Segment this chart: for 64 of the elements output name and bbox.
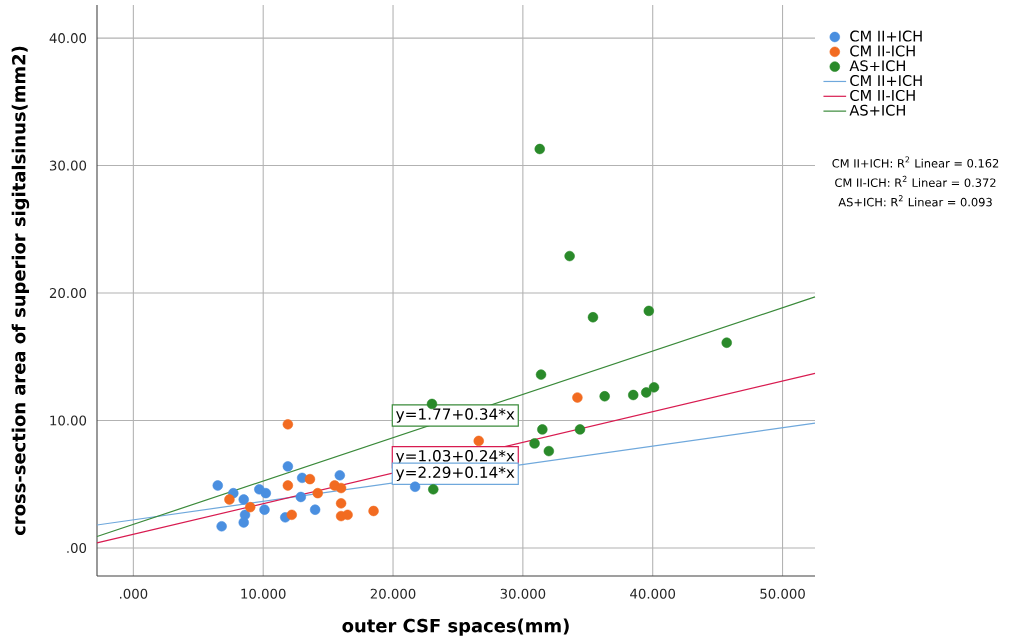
annotation: y=1.03+0.24*x xyxy=(396,449,515,465)
text: AS+ICH: R$^{2}$ Linear = 0.093 xyxy=(838,195,992,207)
x-tick-label: 20.000 xyxy=(370,588,416,599)
point xyxy=(312,487,323,499)
legend-label: CM II-ICH xyxy=(850,89,915,101)
point xyxy=(295,491,307,503)
point xyxy=(721,337,732,348)
annotation: y=1.77+0.34*x xyxy=(396,408,515,423)
legend-label: AS+ICH xyxy=(849,60,905,72)
point xyxy=(564,250,575,262)
y-axis-title: cross-section area of superior sigitalsinus(mm2) xyxy=(11,46,30,536)
point xyxy=(216,521,227,532)
legend-label: CM II+ICH xyxy=(850,75,922,87)
point xyxy=(309,504,321,515)
point xyxy=(334,470,345,481)
point xyxy=(335,482,347,494)
point xyxy=(282,480,294,491)
point xyxy=(304,473,316,485)
point xyxy=(574,424,586,435)
x-tick-label: 40.000 xyxy=(630,588,676,599)
point xyxy=(238,494,249,505)
point xyxy=(282,461,294,472)
point xyxy=(409,481,421,492)
point xyxy=(259,504,270,515)
x-tick-label: 30.000 xyxy=(500,588,546,599)
point xyxy=(641,387,652,398)
point xyxy=(428,484,439,495)
y-tick-label: 20.00 xyxy=(49,288,87,299)
point xyxy=(212,480,223,491)
legend-label: CM II+ICH xyxy=(850,30,922,42)
point xyxy=(628,389,639,401)
point xyxy=(245,501,256,513)
point xyxy=(286,509,297,520)
x-tick-label: 10.000 xyxy=(241,588,286,599)
y-tick-label: 30.00 xyxy=(49,160,87,171)
point xyxy=(543,445,555,457)
point xyxy=(260,487,271,499)
annotation: y=2.29+0.14*x xyxy=(396,466,515,482)
point xyxy=(368,505,379,517)
point xyxy=(535,369,547,380)
point xyxy=(473,435,484,447)
text: CM II-ICH: R$^{2}$ Linear = 0.372 xyxy=(835,175,996,188)
x-axis-title: outer CSF spaces(mm) xyxy=(342,618,569,636)
y-tick-label: 40.00 xyxy=(49,33,87,44)
point xyxy=(238,517,249,528)
point xyxy=(224,494,235,505)
text: CM II+ICH: R$^{2}$ Linear = 0.162 xyxy=(832,156,999,168)
y-tick-label: .00 xyxy=(67,542,87,553)
point xyxy=(342,509,353,520)
point xyxy=(537,424,548,435)
point xyxy=(599,391,610,402)
x-tick-label: 50.000 xyxy=(760,588,805,599)
point xyxy=(529,438,540,449)
point xyxy=(572,392,583,403)
y-tick-label: 10.00 xyxy=(50,415,87,426)
legend-label: AS+ICH xyxy=(849,104,905,116)
point xyxy=(643,305,654,317)
point xyxy=(587,312,599,323)
point xyxy=(534,143,545,155)
point xyxy=(648,382,660,393)
point xyxy=(335,498,347,509)
x-tick-label: .000 xyxy=(119,588,148,599)
point xyxy=(282,419,294,430)
legend-label: CM II-ICH xyxy=(850,45,915,57)
